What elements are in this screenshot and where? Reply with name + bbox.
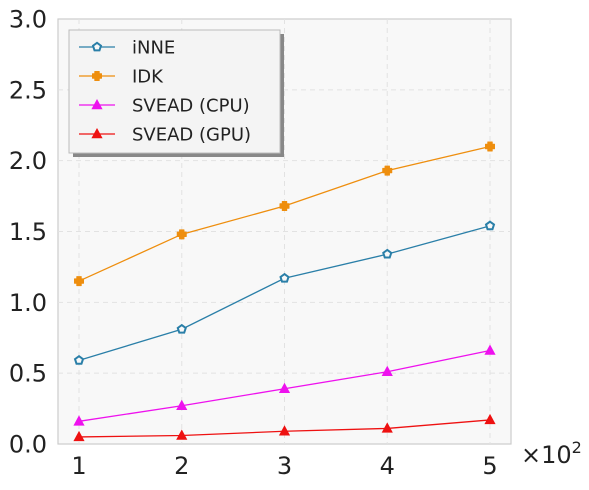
y-tick-label: 2.5	[9, 76, 47, 104]
data-point	[278, 382, 291, 393]
x-tick-label: 2	[174, 452, 189, 480]
data-point	[278, 425, 291, 436]
y-tick-labels: 0.0 0.5 1.0 1.5 2.0 2.5 3.0	[9, 6, 47, 459]
x-tick-label: 5	[482, 452, 497, 480]
series-3	[73, 344, 496, 426]
y-tick-label: 0.5	[9, 360, 47, 388]
legend-item: iNNE	[79, 38, 175, 59]
y-tick-label: 1.5	[9, 218, 47, 246]
data-point	[73, 415, 85, 426]
data-point	[485, 141, 495, 152]
legend-marker	[91, 41, 103, 52]
data-point	[176, 229, 187, 240]
data-point	[279, 272, 290, 283]
series-2	[74, 141, 495, 287]
legend-item: SVEAD (GPU)	[79, 125, 251, 146]
y-tick-label: 2.0	[9, 147, 47, 175]
data-point	[382, 165, 393, 176]
legend-box	[68, 29, 281, 154]
data-point	[484, 344, 496, 355]
series-1	[73, 220, 496, 365]
data-point	[176, 399, 188, 410]
legend-item: SVEAD (CPU)	[79, 96, 250, 117]
legend-label: SVEAD (CPU)	[132, 96, 250, 117]
data-point	[279, 201, 290, 211]
x-axis-multiplier: ×102	[521, 438, 582, 469]
y-tick-label: 0.0	[9, 431, 47, 459]
legend-marker	[91, 127, 103, 139]
legend-label: SVEAD (GPU)	[132, 125, 251, 146]
legend: iNNE IDK SVEAD (CPU) SVEAD (GPU)	[68, 29, 284, 157]
y-tick-label: 1.0	[9, 289, 47, 317]
legend-label: IDK	[132, 67, 164, 88]
legend-marker	[92, 71, 102, 81]
data-point	[176, 323, 187, 334]
data-point	[382, 248, 393, 259]
x-tick-labels: 1 2 3 4 5	[71, 452, 497, 480]
data-point	[381, 422, 393, 433]
series-group	[73, 141, 496, 442]
y-tick-label: 3.0	[9, 6, 47, 34]
data-point	[73, 354, 85, 365]
x-tick-label: 1	[71, 452, 86, 480]
x-tick-label: 4	[380, 452, 395, 480]
data-point	[484, 413, 496, 425]
data-point	[73, 430, 85, 442]
data-point	[381, 365, 393, 376]
x-axis-multiplier-exponent: 2	[572, 438, 582, 457]
x-tick-label: 3	[277, 452, 292, 480]
legend-label: iNNE	[132, 38, 175, 59]
legend-marker	[91, 98, 103, 110]
series-4	[73, 413, 496, 442]
data-point	[176, 429, 188, 440]
data-point	[484, 220, 496, 231]
legend-item: IDK	[79, 67, 164, 88]
data-point	[74, 276, 84, 287]
